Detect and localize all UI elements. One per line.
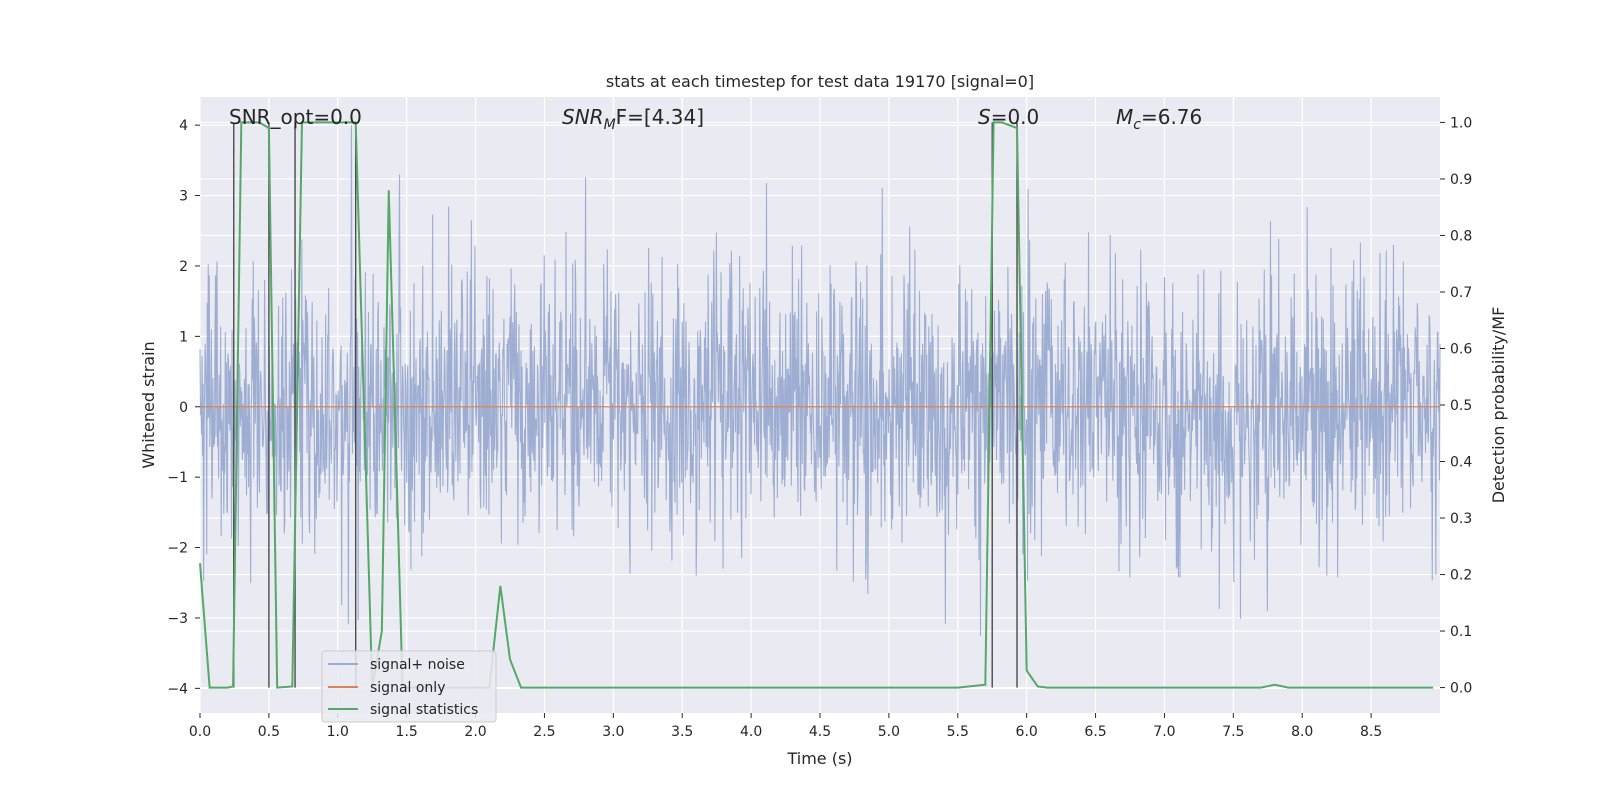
x-tick-label: 7.5 xyxy=(1222,724,1244,740)
ticks: 0.0 0.5 1.0 1.5 2.0 2.5 3.0 3.5 4.0 4.5 5.0 5.5 6.0 6… xyxy=(167,115,1472,740)
y-right-tick-label: 0.0 xyxy=(1450,681,1472,697)
chart-title: stats at each timestep for test data 191… xyxy=(606,72,1034,91)
legend-label-signal-statistics: signal statistics xyxy=(370,702,478,718)
y-left-tick-label: −2 xyxy=(167,541,188,557)
y-right-tick-label: 0.4 xyxy=(1450,455,1472,471)
y-axis-label-right: Detection probability/MF xyxy=(1489,307,1508,504)
x-tick-label: 5.5 xyxy=(947,724,969,740)
y-left-tick-label: −4 xyxy=(167,681,188,697)
y-right-tick-label: 0.9 xyxy=(1450,172,1472,188)
x-tick-label: 2.5 xyxy=(533,724,555,740)
y-right-tick-label: 0.1 xyxy=(1450,624,1472,640)
x-tick-label: 6.5 xyxy=(1084,724,1106,740)
annotation-snr-mf: SNRMF=[4.34] xyxy=(562,105,704,133)
y-left-tick-label: 3 xyxy=(179,189,188,205)
x-tick-label: 7.0 xyxy=(1153,724,1175,740)
y-left-tick-label: 1 xyxy=(179,329,188,345)
x-tick-label: 2.0 xyxy=(464,724,486,740)
x-tick-label: 6.0 xyxy=(1016,724,1038,740)
x-tick-label: 3.5 xyxy=(671,724,693,740)
y-right-tick-label: 0.6 xyxy=(1450,341,1472,357)
y-right-tick-label: 1.0 xyxy=(1450,115,1472,131)
y-right-tick-label: 0.8 xyxy=(1450,228,1472,244)
legend: signal+ noise signal only signal statist… xyxy=(321,650,497,723)
legend-box xyxy=(321,650,497,723)
annotation-snr-mf-rest: F=[4.34] xyxy=(616,105,704,129)
x-tick-label: 8.0 xyxy=(1291,724,1313,740)
legend-label-signal-only: signal only xyxy=(370,680,445,696)
annotation-snr-opt: SNR_opt=0.0 xyxy=(229,105,362,129)
y-right-tick-label: 0.3 xyxy=(1450,511,1472,527)
y-left-tick-label: −1 xyxy=(167,470,188,486)
x-tick-label: 4.5 xyxy=(809,724,831,740)
annotation-snr-mf-sub: M xyxy=(604,117,616,133)
annotation-s-rest: =0.0 xyxy=(991,105,1040,129)
x-tick-label: 5.0 xyxy=(878,724,900,740)
annotation-mc: Mc=6.76 xyxy=(1116,105,1202,133)
x-tick-label: 8.5 xyxy=(1360,724,1382,740)
annotation-s: S=0.0 xyxy=(978,105,1039,129)
y-right-tick-label: 0.7 xyxy=(1450,285,1472,301)
y-axis-label-left: Whitened strain xyxy=(139,341,158,468)
x-tick-label: 1.0 xyxy=(327,724,349,740)
x-tick-label: 0.0 xyxy=(189,724,211,740)
legend-label-signal-noise: signal+ noise xyxy=(370,657,465,673)
x-tick-label: 4.0 xyxy=(740,724,762,740)
series-signal-noise xyxy=(199,125,1441,636)
annotation-mc-base: M xyxy=(1116,105,1133,129)
annotation-s-base: S xyxy=(978,105,991,129)
x-axis-label: Time (s) xyxy=(786,749,852,768)
y-left-tick-label: −3 xyxy=(167,611,188,627)
x-tick-label: 3.0 xyxy=(602,724,624,740)
y-left-tick-label: 0 xyxy=(179,400,188,416)
y-left-tick-label: 4 xyxy=(179,118,188,134)
y-right-tick-label: 0.2 xyxy=(1450,568,1472,584)
annotation-mc-sub: c xyxy=(1133,117,1141,133)
y-left-tick-label: 2 xyxy=(179,259,188,275)
annotation-snr-mf-base: SNR xyxy=(562,105,604,129)
annotation-mc-rest: =6.76 xyxy=(1141,105,1202,129)
x-tick-label: 0.5 xyxy=(258,724,280,740)
x-tick-label: 1.5 xyxy=(396,724,418,740)
y-right-tick-label: 0.5 xyxy=(1450,398,1472,414)
